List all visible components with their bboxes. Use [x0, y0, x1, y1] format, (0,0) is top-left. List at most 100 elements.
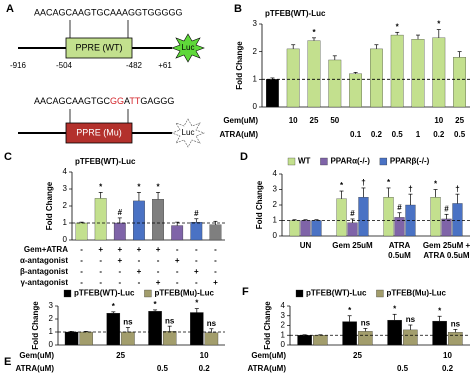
bar	[148, 311, 162, 346]
bar	[113, 222, 126, 241]
y-axis-label: Fold Change	[255, 180, 264, 229]
y-tick-label: 3	[63, 184, 68, 193]
bar-label: *	[112, 302, 116, 311]
bar	[411, 39, 425, 108]
x-tick-label: -	[176, 278, 179, 287]
legend-swatch	[376, 289, 384, 298]
legend-label: pTFEB(Mu)-Luc	[386, 289, 446, 298]
bar-label: *	[393, 304, 397, 313]
bar	[286, 48, 300, 108]
x-tick-label: -	[80, 267, 83, 276]
legend-label: PPARβ(-/-)	[390, 157, 430, 166]
x-tick-label: 0.5	[454, 130, 466, 139]
bar-label: †	[361, 178, 365, 187]
x-tick-label: -	[80, 245, 83, 254]
bar	[383, 197, 394, 237]
x-tick-label: 0.5uM	[388, 251, 411, 260]
panel-letter: C	[4, 151, 12, 163]
bar-label: ns	[165, 316, 175, 325]
x-tick-label: Gem 25uM	[332, 241, 373, 250]
bar	[441, 218, 452, 237]
bar-label: ns	[207, 319, 217, 328]
bar	[152, 199, 164, 241]
y-tick-label: 0	[63, 235, 68, 244]
y-tick-label: 3	[253, 19, 258, 28]
position-label: +61	[158, 61, 172, 70]
bar-label: #	[397, 203, 402, 212]
bar	[266, 79, 279, 108]
bar-label: #	[194, 209, 199, 218]
wt-sequence: AACAGCAAGTGCAAAGGTGGGGG	[34, 7, 183, 17]
bar-label: *	[154, 300, 158, 309]
x-tick-label: -	[80, 256, 83, 265]
bar	[342, 321, 357, 346]
panel-letter: B	[234, 3, 242, 15]
x-row-name: ATRA(uM)	[219, 130, 258, 139]
panel-letter: E	[4, 356, 11, 368]
bar	[328, 59, 342, 108]
seq-mutation: GG	[110, 96, 124, 106]
bar-label: *	[396, 22, 400, 31]
x-tick-label: -	[80, 278, 83, 287]
x-tick-label: 50	[330, 116, 339, 125]
x-tick-label: 25	[455, 116, 464, 125]
y-tick-label: 3	[281, 311, 286, 320]
x-tick-label: ATRA	[389, 241, 411, 250]
bar-label: *	[434, 180, 438, 189]
bar	[64, 331, 79, 346]
x-tick-label: +	[98, 245, 103, 254]
x-tick-label: 0.5	[392, 130, 404, 139]
x-tick-label: -	[214, 267, 217, 276]
bar	[133, 200, 145, 241]
x-tick-label: -	[157, 256, 160, 265]
x-row-name: Gem(uM)	[251, 351, 286, 360]
mu-sequence: AACAGCAAGTGCGGATTGAGGG	[34, 96, 174, 106]
bar	[190, 221, 203, 241]
x-tick-label: +	[117, 245, 122, 254]
x-row-name: ATRA(uM)	[247, 364, 286, 373]
legend-swatch	[144, 289, 152, 298]
bar	[448, 332, 463, 346]
luc-label: Luc	[182, 43, 195, 52]
bar	[190, 312, 204, 346]
bar	[430, 197, 441, 237]
y-tick-label: 4	[63, 167, 68, 176]
y-tick-label: 0	[281, 340, 286, 349]
y-axis-label: Fold Change	[31, 301, 40, 350]
x-row-name: ATRA(uM)	[15, 364, 54, 373]
bar	[162, 331, 177, 346]
x-tick-label: +	[137, 267, 142, 276]
bar-label: †	[408, 184, 412, 193]
x-tick-label: -	[138, 256, 141, 265]
x-tick-label: 0.2	[199, 364, 211, 373]
y-axis-label: Fold Change	[235, 41, 244, 90]
bar-label: ns	[406, 315, 416, 324]
x-tick-label: -	[138, 278, 141, 287]
y-tick-label: 2	[253, 47, 258, 56]
x-tick-label: 25	[310, 116, 319, 125]
x-tick-label: ATRA 0.5uM	[423, 251, 470, 260]
seq-part: GAGGG	[140, 96, 174, 106]
bar-label: *	[340, 181, 344, 190]
bar	[311, 220, 322, 237]
x-tick-label: -	[118, 267, 121, 276]
x-row-name: Gem(uM)	[19, 351, 54, 360]
bar-label: *	[99, 183, 103, 192]
luc-burst	[171, 33, 205, 63]
x-tick-label: 10	[443, 351, 452, 360]
x-tick-label: -	[157, 267, 160, 276]
bar	[432, 37, 446, 108]
chart-title: pTFEB(WT)-Luc	[75, 157, 136, 166]
bar-label: *	[438, 306, 442, 315]
bar	[307, 40, 321, 108]
bar	[432, 320, 447, 346]
x-tick-label: +	[175, 256, 180, 265]
legend-label: PPARα(-/-)	[330, 157, 370, 166]
bar-label: ns	[361, 319, 371, 328]
bar	[358, 197, 369, 237]
x-tick-label: 0.5	[157, 364, 169, 373]
bar	[370, 48, 383, 108]
panel-letter: D	[240, 151, 248, 163]
y-tick-label: 1	[49, 327, 54, 336]
legend-label: pTFEB(Mu)-Luc	[154, 289, 214, 298]
